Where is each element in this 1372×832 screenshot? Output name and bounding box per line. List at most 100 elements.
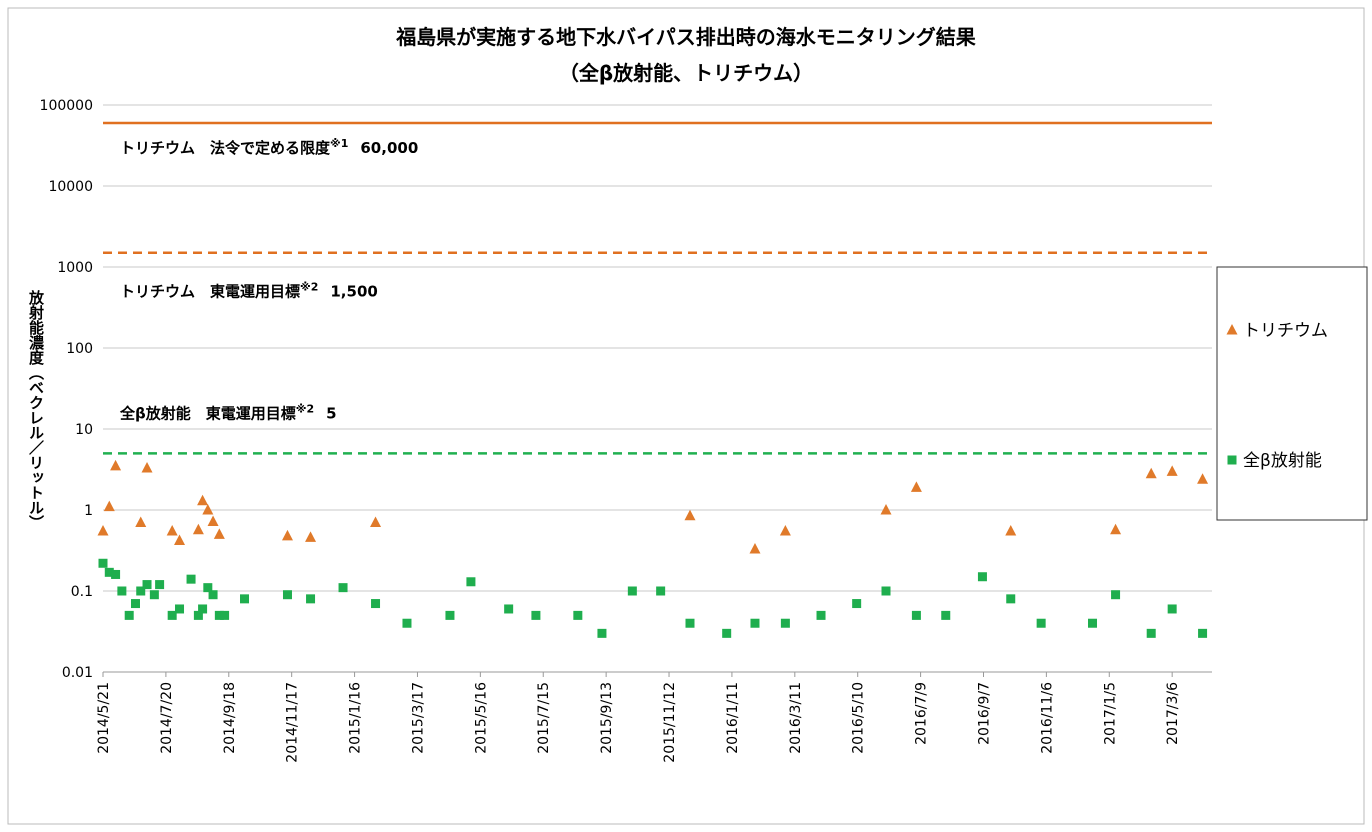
data-point xyxy=(1197,473,1209,484)
reference-label: トリチウム 法令で定める限度※1 60,000 xyxy=(120,137,418,157)
data-point xyxy=(97,525,109,536)
y-tick-label: 0.01 xyxy=(62,665,93,681)
reference-label: トリチウム 東電運用目標※2 1,500 xyxy=(120,281,378,301)
data-point xyxy=(202,504,214,515)
x-tick-label: 2014/11/17 xyxy=(285,682,301,763)
data-point xyxy=(881,586,891,596)
data-point xyxy=(117,586,127,596)
data-point xyxy=(370,516,382,528)
legend-label: 全β放射能 xyxy=(1243,451,1322,471)
x-tick-label: 2016/5/10 xyxy=(851,682,867,754)
data-point xyxy=(166,525,178,536)
data-point xyxy=(1198,628,1208,638)
data-point xyxy=(445,610,455,620)
data-point xyxy=(1145,467,1157,479)
reference-value: 1,500 xyxy=(330,283,377,301)
y-tick-label: 100000 xyxy=(40,98,93,114)
data-point xyxy=(155,580,165,590)
data-point xyxy=(1167,604,1177,614)
x-tick-label: 2016/7/9 xyxy=(914,682,930,745)
y-tick-label: 0.1 xyxy=(71,584,93,600)
data-point xyxy=(910,481,922,492)
data-point xyxy=(816,610,826,620)
data-point xyxy=(911,610,921,620)
data-point xyxy=(111,569,121,579)
data-point xyxy=(504,604,514,614)
legend-label: トリチウム xyxy=(1243,321,1328,341)
data-point xyxy=(531,610,541,620)
x-tick-label: 2014/9/18 xyxy=(222,682,238,754)
data-point xyxy=(402,618,412,628)
data-point xyxy=(208,590,218,600)
data-point xyxy=(130,599,140,609)
x-tick-label: 2014/5/21 xyxy=(96,682,112,754)
data-point xyxy=(597,628,607,638)
data-point xyxy=(282,590,292,600)
data-point xyxy=(750,618,760,628)
reference-note: ※1 xyxy=(330,137,348,150)
x-tick-label: 2016/1/11 xyxy=(725,682,741,754)
chart-subtitle: （全β放射能、トリチウム） xyxy=(559,61,813,85)
data-point xyxy=(880,504,892,515)
y-tick-label: 1 xyxy=(84,503,93,519)
data-point xyxy=(1006,594,1016,604)
data-point xyxy=(338,583,348,593)
reference-note: ※2 xyxy=(296,402,314,415)
data-point xyxy=(193,610,203,620)
data-point xyxy=(220,610,230,620)
data-point xyxy=(174,534,186,546)
data-point xyxy=(1111,590,1121,600)
data-point xyxy=(141,462,153,473)
data-point xyxy=(977,572,987,582)
x-tick-label: 2015/5/16 xyxy=(473,682,489,754)
data-point xyxy=(135,516,147,528)
data-point xyxy=(1088,618,1098,628)
data-point xyxy=(167,610,177,620)
x-tick-label: 2016/3/11 xyxy=(788,682,804,754)
y-tick-label: 10000 xyxy=(48,179,93,195)
y-axis-label: 放射能濃度（ベクレル／リットル） xyxy=(27,289,45,530)
data-point xyxy=(1036,618,1046,628)
data-point xyxy=(1110,523,1122,535)
data-point xyxy=(305,531,317,542)
legend-marker xyxy=(1226,324,1238,335)
data-point xyxy=(722,628,732,638)
data-point xyxy=(207,515,219,527)
reference-label: 全β放射能 東電運用目標※2 5 xyxy=(119,402,337,422)
data-point xyxy=(573,610,583,620)
data-point xyxy=(175,604,185,614)
data-point xyxy=(136,586,146,596)
data-point xyxy=(1166,465,1178,476)
x-tick-label: 2017/1/5 xyxy=(1102,682,1118,745)
data-point xyxy=(240,594,250,604)
reference-value: 5 xyxy=(326,404,336,422)
data-point xyxy=(214,610,224,620)
data-point xyxy=(213,528,225,539)
data-point xyxy=(779,525,791,536)
data-point xyxy=(685,618,695,628)
reference-note: ※2 xyxy=(300,281,318,294)
x-tick-label: 2015/11/12 xyxy=(662,682,678,763)
data-point xyxy=(198,604,208,614)
data-point xyxy=(110,459,122,471)
data-point xyxy=(627,586,637,596)
x-tick-label: 2014/7/20 xyxy=(159,682,175,754)
data-point xyxy=(749,543,761,554)
data-point xyxy=(466,577,476,587)
x-tick-label: 2016/9/7 xyxy=(976,682,992,745)
data-point xyxy=(197,494,209,506)
data-point xyxy=(149,590,159,600)
y-tick-label: 1000 xyxy=(57,260,93,276)
data-point xyxy=(103,500,115,512)
y-tick-label: 100 xyxy=(66,341,93,357)
data-point xyxy=(1146,628,1156,638)
reference-text: 全β放射能 東電運用目標 xyxy=(119,404,296,422)
data-point xyxy=(684,509,696,521)
data-point xyxy=(203,583,213,593)
data-point xyxy=(186,574,196,584)
data-point xyxy=(142,580,152,590)
legend-box xyxy=(1216,266,1368,521)
data-point xyxy=(124,610,134,620)
x-tick-label: 2016/11/6 xyxy=(1039,682,1055,754)
